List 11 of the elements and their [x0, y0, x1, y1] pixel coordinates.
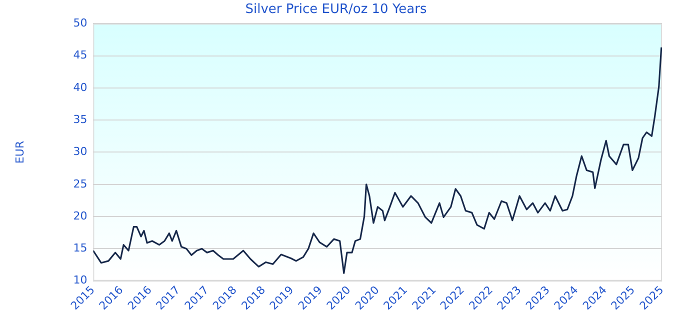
- y-tick-label: 20: [73, 209, 88, 222]
- y-axis-title: EUR: [13, 140, 26, 164]
- y-tick-label: 40: [73, 80, 88, 94]
- y-tick-label: 15: [73, 242, 88, 255]
- y-tick-label: 45: [73, 48, 88, 62]
- y-tick-label: 25: [73, 177, 88, 190]
- y-tick-label: 30: [73, 145, 88, 158]
- y-tick-label: 50: [73, 16, 88, 30]
- chart-title: Silver Price EUR/oz 10 Years: [245, 2, 427, 18]
- y-tick-label: 35: [73, 112, 88, 126]
- y-tick-label: 10: [73, 274, 88, 287]
